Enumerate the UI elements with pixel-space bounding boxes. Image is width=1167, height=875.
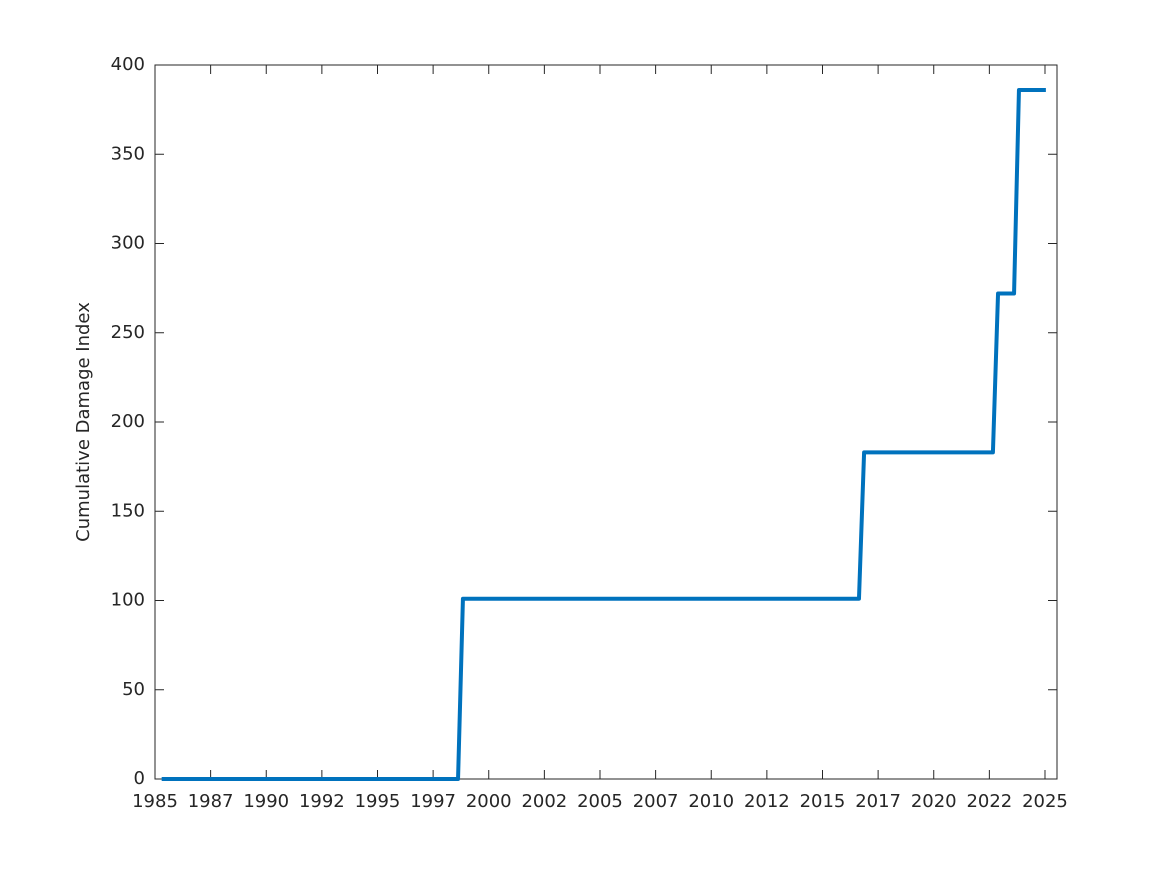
x-tick-label: 1987	[188, 791, 234, 812]
x-tick-label: 2025	[1022, 791, 1068, 812]
y-tick-label: 300	[111, 233, 145, 254]
y-tick-label: 100	[111, 590, 145, 611]
x-tick-label: 2017	[855, 791, 901, 812]
x-tick-label: 2005	[577, 791, 623, 812]
x-tick-label: 2002	[521, 791, 567, 812]
x-tick-label: 1990	[243, 791, 289, 812]
x-tick-label: 2015	[800, 791, 846, 812]
x-tick-label: 2007	[633, 791, 679, 812]
y-tick-label: 0	[134, 768, 145, 789]
x-tick-label: 1995	[355, 791, 401, 812]
y-tick-label: 350	[111, 143, 145, 164]
x-tick-label: 1985	[132, 791, 178, 812]
x-tick-label: 1997	[410, 791, 456, 812]
x-tick-label: 2010	[688, 791, 734, 812]
plot-box	[154, 64, 1058, 780]
x-tick-label: 1992	[299, 791, 345, 812]
y-tick-label: 400	[111, 54, 145, 75]
y-axis-label: Cumulative Damage Index	[73, 302, 94, 542]
y-tick-label: 50	[122, 679, 145, 700]
y-tick-label: 250	[111, 322, 145, 343]
x-tick-label: 2000	[466, 791, 512, 812]
y-tick-label: 200	[111, 411, 145, 432]
x-tick-label: 2020	[911, 791, 957, 812]
y-tick-label: 150	[111, 500, 145, 521]
x-tick-label: 2022	[966, 791, 1012, 812]
data-line	[161, 87, 1046, 781]
x-tick-label: 2012	[744, 791, 790, 812]
